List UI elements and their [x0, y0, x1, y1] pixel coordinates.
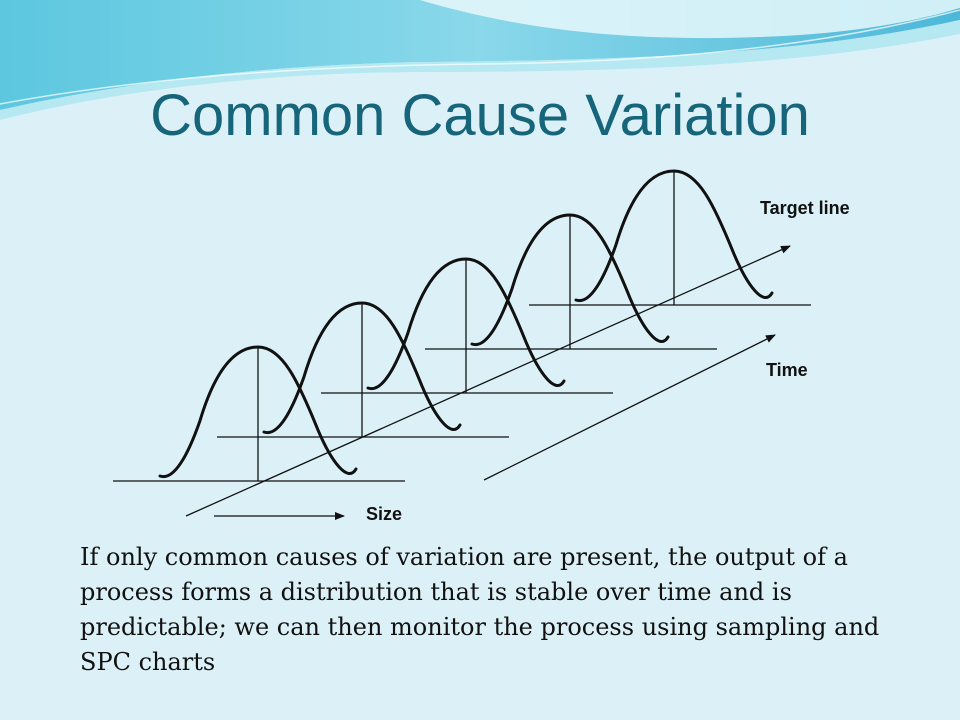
- distribution-curve: [366, 257, 566, 391]
- size-label: Size: [366, 504, 402, 524]
- time-axis-lower-arrow: [483, 334, 776, 481]
- body-text: If only common causes of variation are p…: [80, 543, 880, 676]
- distribution-curve: [574, 169, 774, 303]
- time-axis-arrow: [185, 245, 791, 517]
- header-wave-banner: [0, 0, 960, 120]
- slide-title: Common Cause Variation: [150, 83, 810, 148]
- distribution-curve: [470, 213, 670, 347]
- target-line-label: Target line: [760, 198, 850, 218]
- distribution-curve: [262, 301, 462, 435]
- distribution-curve: [158, 345, 358, 479]
- time-label: Time: [766, 360, 808, 380]
